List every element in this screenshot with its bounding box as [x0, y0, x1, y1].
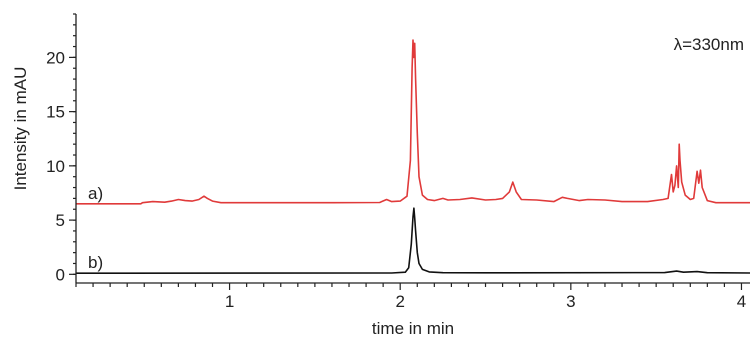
y-tick-label: 5	[56, 211, 65, 230]
y-tick-label: 20	[46, 48, 65, 67]
wavelength-annotation: λ=330nm	[674, 35, 744, 54]
y-tick-label: 10	[46, 157, 65, 176]
x-tick-label: 3	[566, 292, 575, 311]
series-line-b	[75, 207, 751, 274]
y-axis-ticks: 0 5 10 15 20	[46, 13, 76, 284]
y-tick-label: 15	[46, 103, 65, 122]
y-tick-label: 0	[56, 265, 65, 284]
labels: λ=330nm time in min Intensity in mAU a) …	[11, 35, 744, 338]
trace-a-label: a)	[88, 184, 103, 203]
x-tick-label: 2	[395, 292, 404, 311]
series-line-a	[76, 39, 750, 205]
y-axis-label: Intensity in mAU	[11, 67, 30, 191]
x-axis-label: time in min	[372, 319, 454, 338]
x-tick-label: 1	[225, 292, 234, 311]
axes: 0 5 10 15 20 1 2 3 4	[46, 13, 750, 311]
x-tick-label: 4	[737, 292, 746, 311]
plot-lines	[75, 39, 751, 274]
trace-b-label: b)	[88, 253, 103, 272]
x-axis-ticks: 1 2 3 4	[75, 283, 746, 311]
